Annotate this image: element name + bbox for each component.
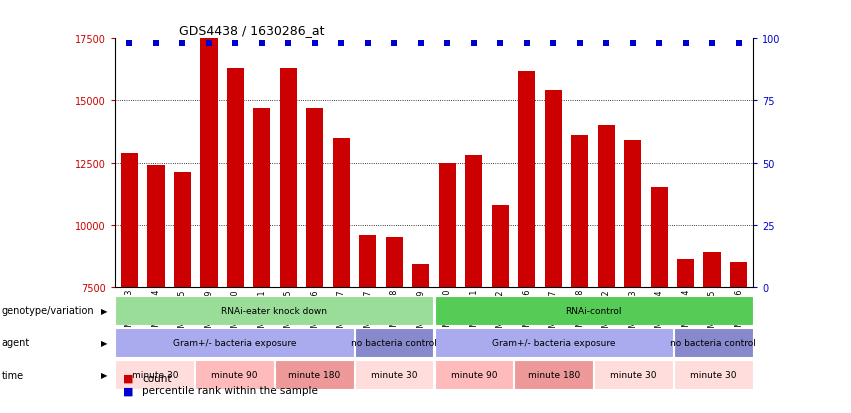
Bar	[730, 262, 747, 287]
Bar	[674, 328, 752, 357]
Bar	[200, 39, 218, 287]
Bar	[355, 328, 433, 357]
Bar	[518, 71, 535, 287]
Text: GDS4438 / 1630286_at: GDS4438 / 1630286_at	[179, 24, 324, 37]
Text: minute 30: minute 30	[371, 370, 417, 379]
Bar	[492, 205, 509, 287]
Bar	[571, 136, 588, 287]
Text: time: time	[2, 370, 24, 380]
Bar	[674, 360, 752, 389]
Text: Gram+/- bacteria exposure: Gram+/- bacteria exposure	[492, 338, 615, 347]
Bar	[465, 156, 483, 287]
Bar	[116, 360, 194, 389]
Text: RNAi-control: RNAi-control	[565, 306, 622, 315]
Text: minute 30: minute 30	[690, 370, 736, 379]
Bar	[174, 173, 191, 287]
Text: no bacteria control: no bacteria control	[351, 338, 437, 347]
Bar	[116, 296, 433, 325]
Bar	[116, 328, 354, 357]
Bar	[650, 188, 668, 287]
Text: minute 180: minute 180	[288, 370, 340, 379]
Text: percentile rank within the sample: percentile rank within the sample	[142, 385, 318, 395]
Text: ▶: ▶	[101, 370, 108, 379]
Text: count: count	[142, 373, 172, 383]
Bar	[438, 163, 456, 287]
Text: minute 90: minute 90	[451, 370, 497, 379]
Text: genotype/variation: genotype/variation	[2, 305, 94, 316]
Text: minute 30: minute 30	[132, 370, 178, 379]
Text: Gram+/- bacteria exposure: Gram+/- bacteria exposure	[173, 338, 296, 347]
Bar	[355, 360, 433, 389]
Bar	[435, 296, 752, 325]
Bar	[226, 69, 244, 287]
Bar	[704, 252, 721, 287]
Text: minute 180: minute 180	[528, 370, 580, 379]
Bar	[254, 109, 271, 287]
Text: ▶: ▶	[101, 306, 108, 315]
Bar	[147, 166, 164, 287]
Bar	[514, 360, 593, 389]
Text: minute 30: minute 30	[610, 370, 657, 379]
Bar	[275, 360, 354, 389]
Text: RNAi-eater knock down: RNAi-eater knock down	[221, 306, 328, 315]
Bar	[121, 153, 138, 287]
Bar	[435, 360, 513, 389]
Text: ■: ■	[123, 385, 134, 395]
Bar	[359, 235, 376, 287]
Text: agent: agent	[2, 337, 30, 348]
Text: minute 90: minute 90	[211, 370, 258, 379]
Bar	[677, 260, 694, 287]
Bar	[280, 69, 297, 287]
Bar	[412, 265, 430, 287]
Bar	[624, 141, 642, 287]
Bar	[597, 126, 614, 287]
Bar	[195, 360, 274, 389]
Bar	[545, 91, 562, 287]
Text: ■: ■	[123, 373, 134, 383]
Bar	[386, 237, 403, 287]
Text: no bacteria control: no bacteria control	[671, 338, 757, 347]
Bar	[333, 138, 350, 287]
Bar	[435, 328, 673, 357]
Text: ▶: ▶	[101, 338, 108, 347]
Bar	[306, 109, 323, 287]
Bar	[594, 360, 673, 389]
